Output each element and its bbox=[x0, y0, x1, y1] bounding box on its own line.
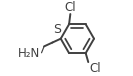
Text: H₂N: H₂N bbox=[18, 47, 40, 60]
Text: S: S bbox=[53, 23, 61, 36]
Text: Cl: Cl bbox=[89, 62, 101, 75]
Text: Cl: Cl bbox=[65, 1, 76, 14]
